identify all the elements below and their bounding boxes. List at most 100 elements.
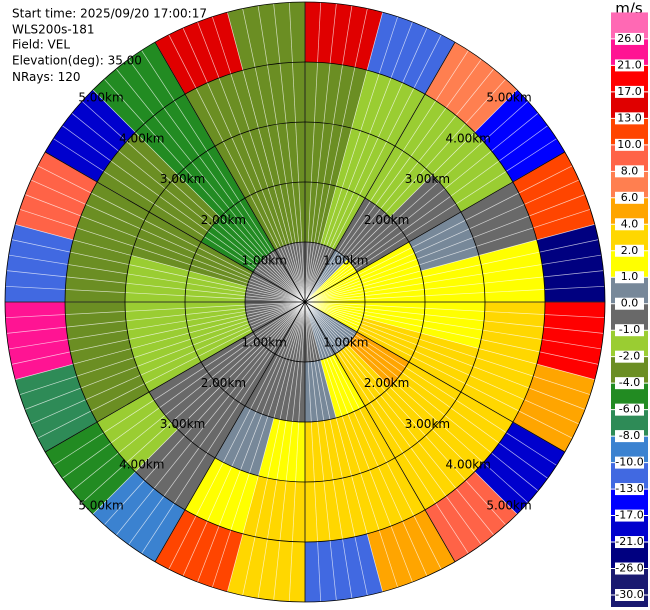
colorbar-tick-label: -26.0 (615, 562, 643, 575)
ray-gap (304, 68, 495, 303)
ray-gap (304, 138, 557, 303)
ray-gap (304, 301, 548, 479)
ray-gap (304, 34, 442, 303)
ring-label: 5.00km (486, 499, 531, 513)
velocity-cell (185, 70, 259, 147)
velocity-cell (474, 422, 565, 515)
ray-gap (304, 16, 399, 303)
ray-gap (304, 301, 599, 365)
ray-gap (304, 301, 580, 425)
ray-gap (304, 301, 322, 602)
ray-gap (30, 301, 306, 425)
ray-gap (304, 270, 604, 303)
colorbar-tick-label: 4.0 (621, 217, 639, 230)
ray-gap (304, 301, 506, 526)
velocity-cell (305, 475, 368, 542)
ray-gap (37, 301, 306, 439)
velocity-cell (92, 471, 185, 562)
ray-gap (304, 8, 368, 303)
ray-gap (141, 301, 306, 554)
ray-gap (53, 138, 306, 303)
ring-label: 5.00km (78, 91, 123, 105)
ring-label: 2.00km (201, 376, 246, 390)
spoke (44, 151, 306, 303)
velocity-cell (335, 344, 390, 406)
velocity-cell (189, 317, 254, 362)
ray-gap (128, 59, 306, 303)
velocity-cell (97, 132, 178, 212)
tick-label-bg (615, 165, 644, 178)
velocity-cell (135, 94, 215, 175)
ray-gap (92, 301, 306, 515)
ray-gap (11, 301, 306, 365)
velocity-cell (45, 89, 136, 182)
ray-gap (62, 301, 306, 479)
colorbar-tick-label: -4.0 (619, 376, 640, 389)
ray-gap (8, 254, 306, 303)
ring-label: 2.00km (364, 376, 409, 390)
ray-gap (81, 301, 306, 503)
colorbar-tick-label: -8.0 (619, 429, 640, 442)
velocity-cell (356, 242, 421, 287)
velocity-cell (478, 239, 545, 302)
nrays-label: NRays: (12, 70, 54, 84)
velocity-cell (335, 198, 390, 260)
ray-gap (304, 301, 573, 439)
ray-gap (304, 301, 337, 601)
range-ring (124, 121, 486, 483)
ring-label: 5.00km (486, 91, 531, 105)
range-grid: 1.00km 1.00km 1.00km 1.00km 2.00km 2.00km 2.00… (4, 1, 606, 603)
range-ring (4, 1, 606, 603)
tick-label-bg (615, 562, 644, 575)
ray-gap (304, 21, 413, 303)
tick-label-bg (615, 483, 644, 496)
spoke (304, 41, 456, 303)
velocity-cell (149, 362, 221, 430)
ray-gap (53, 301, 306, 466)
velocity-cell (227, 533, 305, 602)
velocity-cell (395, 94, 475, 175)
velocity-cell (365, 146, 433, 218)
colorbar-tick-label: -13.0 (615, 482, 643, 495)
ring-label: 1.00km (323, 254, 368, 268)
velocity-cell (536, 224, 605, 302)
ray-gap (242, 301, 306, 596)
ray-gap (304, 27, 428, 303)
tick-label-bg (615, 509, 644, 522)
velocity-cell (177, 146, 245, 218)
velocity-cell (189, 242, 254, 287)
ray-gap (211, 301, 306, 588)
ray-gap (304, 301, 368, 596)
spoke (304, 301, 456, 563)
velocity-cell (512, 152, 595, 240)
colorbar-tick-label: 13.0 (617, 111, 642, 124)
colorbar-tick-label: -21.0 (615, 535, 643, 548)
colorbar-tick-label: 10.0 (617, 138, 642, 151)
info-block: Start time: 2025/09/20 17:00:17 WLS200s-… (12, 7, 207, 84)
spoke (304, 151, 566, 303)
nrays-value: 120 (58, 70, 81, 84)
ray-gap (304, 112, 539, 303)
ray-gap (182, 27, 306, 303)
ray-gap (304, 301, 602, 350)
colorbar-tick-label: -2.0 (619, 350, 640, 363)
velocity-cell (135, 429, 215, 510)
velocity-cell (131, 333, 202, 392)
ring-label: 4.00km (446, 458, 491, 472)
colorbar: m/s -30.0-26.0-21.0-17.0-13.0-10.0-8.0-6… (611, 0, 648, 607)
ray-gap (304, 89, 518, 303)
ray-gap (24, 194, 306, 303)
velocity-cell (155, 509, 243, 592)
ray-gap (304, 125, 548, 303)
colorbar-tick-label: 0.0 (621, 297, 639, 310)
tick-label-bg (615, 271, 644, 284)
tick-label-bg (615, 377, 644, 390)
ray-gap (304, 301, 469, 554)
ray-gap (19, 301, 306, 396)
ray-gap (304, 301, 399, 588)
tick-label-bg (615, 456, 644, 469)
tick-label-bg (615, 85, 644, 98)
ray-gap (19, 208, 306, 303)
ray-gap (304, 301, 539, 492)
